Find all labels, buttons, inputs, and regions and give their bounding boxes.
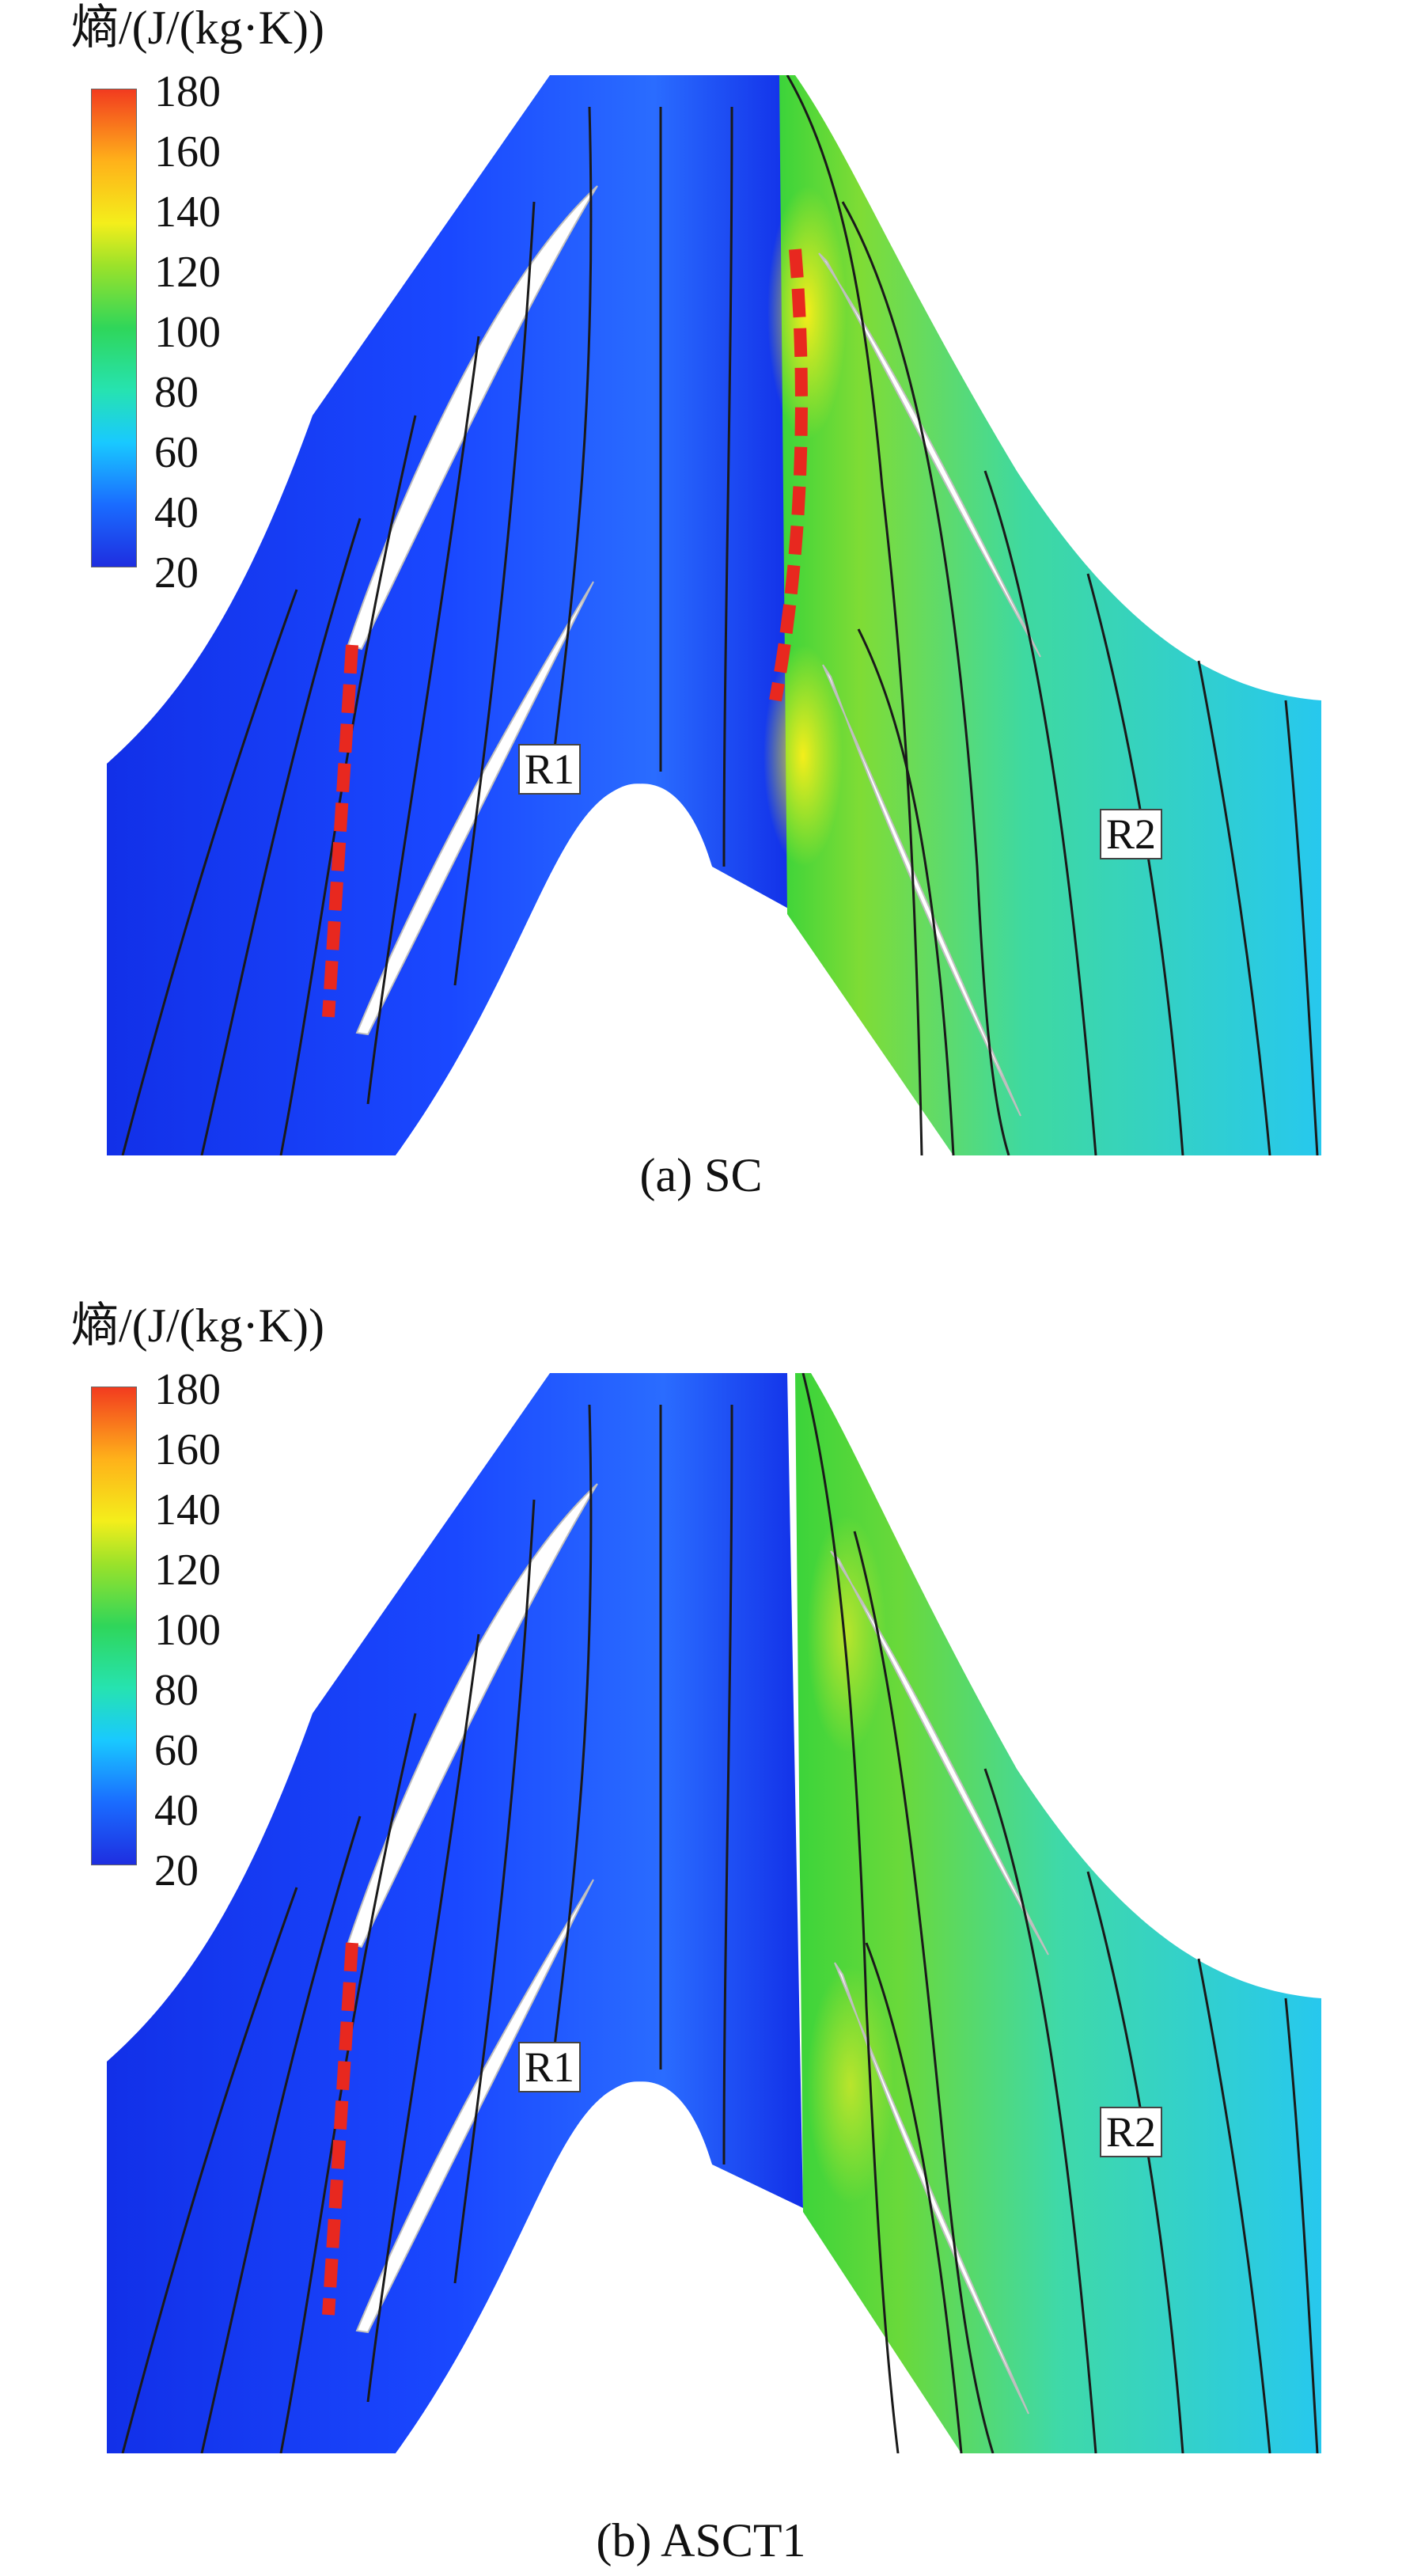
colorbar-tick: 40 [154, 1786, 199, 1835]
panel-caption: (b) ASCT1 [596, 2514, 806, 2567]
r2-passage-region [795, 1373, 1321, 2453]
hot-spot [807, 1516, 886, 1753]
colorbar-tick: 60 [154, 1726, 199, 1775]
hub-region [396, 2081, 712, 2453]
entropy-contour-plot [107, 1373, 1321, 2453]
colorbar-tick: 180 [154, 67, 221, 116]
colorbar-tick: 140 [154, 1485, 221, 1535]
r2-blade [818, 252, 1041, 658]
hot-spot [807, 1967, 894, 2204]
panel-sc: 熵/(J/(kg·K)) 180 160 140 120 100 80 60 4… [0, 0, 1402, 1235]
entropy-contour-plot [107, 75, 1321, 1155]
r1-blade [355, 1879, 594, 2334]
r1-blade [347, 185, 598, 651]
r2-blade [822, 664, 1021, 1117]
r1-passage-region [107, 75, 791, 1155]
streamlines [121, 1373, 1319, 2453]
panel-asct1: 熵/(J/(kg·K)) 180 160 140 120 100 80 60 4… [0, 1298, 1402, 2567]
hot-spot [767, 186, 847, 439]
label-r1: R1 [518, 2042, 582, 2092]
marker-dash-r2 [769, 248, 808, 702]
colorbar-tick: 20 [154, 548, 199, 598]
r1-blade [355, 581, 594, 1036]
colorbar-tick: 120 [154, 248, 221, 297]
r2-blade [830, 1550, 1049, 1956]
colorbar-title: 熵/(J/(kg·K)) [71, 1299, 324, 1352]
marker-dash-r1 [322, 1942, 358, 2316]
colorbar-tick: 80 [154, 1666, 199, 1715]
contour-svg [107, 75, 1321, 1155]
colorbar-tick: 160 [154, 127, 221, 176]
colorbar-tick: 100 [154, 308, 221, 357]
colorbar-tick: 20 [154, 1846, 199, 1895]
contour-svg [107, 1373, 1321, 2453]
panel-caption: (a) SC [639, 1149, 763, 1201]
colorbar-tick: 60 [154, 428, 199, 477]
colorbar [91, 89, 137, 567]
label-r2: R2 [1100, 809, 1163, 859]
colorbar-tick: 140 [154, 188, 221, 237]
colorbar [91, 1387, 137, 1865]
colorbar-tick: 40 [154, 488, 199, 537]
hot-spot [764, 645, 843, 867]
colorbar-title: 熵/(J/(kg·K)) [71, 2, 324, 54]
colorbar-tick: 100 [154, 1606, 221, 1655]
marker-dash-r1 [322, 644, 358, 1018]
r1-passage-region [107, 1373, 803, 2453]
r1-blade [347, 1483, 598, 1948]
label-r2: R2 [1100, 2107, 1163, 2157]
hub-region [396, 783, 712, 1155]
label-r1: R1 [518, 744, 582, 795]
colorbar-tick: 120 [154, 1546, 221, 1595]
colorbar-tick: 80 [154, 368, 199, 417]
colorbar-tick: 160 [154, 1425, 221, 1474]
r2-blade [834, 1962, 1029, 2415]
colorbar-tick: 180 [154, 1365, 221, 1414]
